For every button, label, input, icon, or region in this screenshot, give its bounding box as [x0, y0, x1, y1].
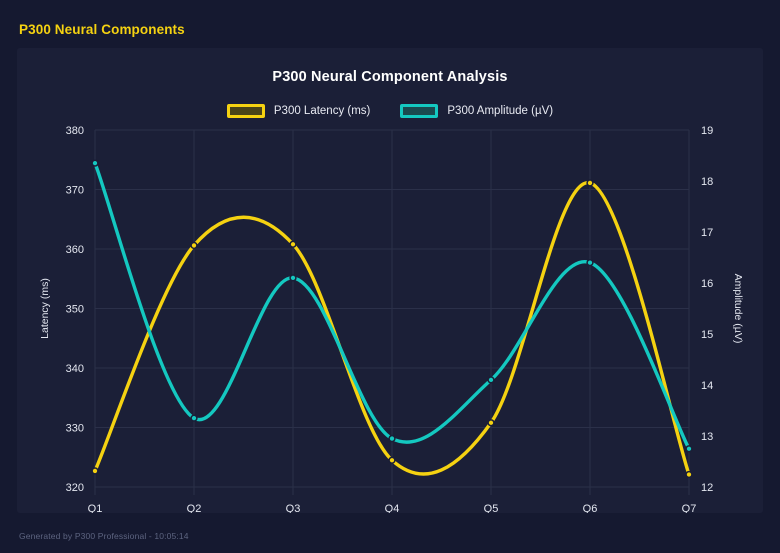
data-point[interactable]: [388, 456, 396, 464]
data-point[interactable]: [91, 467, 99, 475]
legend-label-amplitude: P300 Amplitude (µV): [447, 105, 554, 117]
data-point[interactable]: [685, 445, 693, 453]
x-axis-tick: Q6: [583, 503, 598, 513]
y-axis-right-tick: 14: [701, 380, 713, 392]
chart-legend: P300 Latency (ms) P300 Amplitude (µV): [17, 104, 763, 118]
x-axis-tick: Q1: [88, 503, 103, 513]
x-axis-tick: Q7: [682, 503, 697, 513]
data-point[interactable]: [586, 179, 594, 187]
plot-area: 320 330 340 350 360 370 380 12 13 14 15 16 17 18 19 Q1 Q…: [17, 48, 763, 513]
data-point[interactable]: [289, 274, 297, 282]
data-point[interactable]: [388, 434, 396, 443]
data-point[interactable]: [586, 258, 594, 267]
x-axis-tick: Q2: [187, 503, 202, 513]
y-axis-right-tick: 16: [701, 278, 713, 290]
chart-title: P300 Neural Component Analysis: [272, 69, 508, 85]
y-axis-right-tick: 18: [701, 176, 713, 188]
data-point[interactable]: [685, 470, 693, 479]
x-axis-tick: Q5: [484, 503, 499, 513]
y-axis-left-tick: 380: [66, 125, 84, 137]
y-axis-right-tick: 13: [701, 431, 713, 443]
y-axis-left-tick: 320: [66, 482, 84, 494]
y-axis-left-title: Latency (ms): [39, 278, 51, 339]
data-point[interactable]: [487, 419, 495, 427]
x-axis-tick: Q4: [385, 503, 400, 513]
y-axis-right-tick: 17: [701, 227, 713, 239]
y-axis-left-tick: 370: [66, 185, 84, 197]
y-axis-left-tick: 340: [66, 363, 84, 375]
y-axis-right-tick: 19: [701, 125, 713, 137]
y-axis-right-tick: 15: [701, 329, 713, 341]
page-title: P300 Neural Components: [19, 22, 185, 37]
legend-swatch-amplitude: [400, 104, 439, 118]
chart-card: P300 Neural Component Analysis P300 Late…: [17, 48, 763, 513]
data-point[interactable]: [190, 414, 198, 422]
legend-label-latency: P300 Latency (ms): [273, 105, 371, 117]
y-axis-left-tick: 350: [66, 304, 84, 316]
y-axis-left-tick: 330: [66, 423, 84, 435]
legend-item-latency[interactable]: P300 Latency (ms): [226, 104, 371, 118]
footer-caption: Generated by P300 Professional - 10:05:1…: [19, 531, 189, 541]
y-axis-left-tick: 360: [66, 244, 84, 256]
x-axis-tick: Q3: [286, 503, 301, 513]
y-axis-right-tick: 12: [701, 482, 713, 494]
y-axis-right-title: Amplitude (µV): [732, 274, 744, 344]
data-point[interactable]: [487, 376, 495, 384]
data-point[interactable]: [289, 240, 297, 248]
data-point[interactable]: [190, 241, 198, 250]
plot-svg: 320 330 340 350 360 370 380 12 13 14 15 16 17 18 19 Q1 Q…: [39, 125, 744, 513]
data-point[interactable]: [91, 159, 99, 167]
legend-swatch-latency: [226, 104, 265, 118]
legend-item-amplitude[interactable]: P300 Amplitude (µV): [400, 104, 553, 118]
